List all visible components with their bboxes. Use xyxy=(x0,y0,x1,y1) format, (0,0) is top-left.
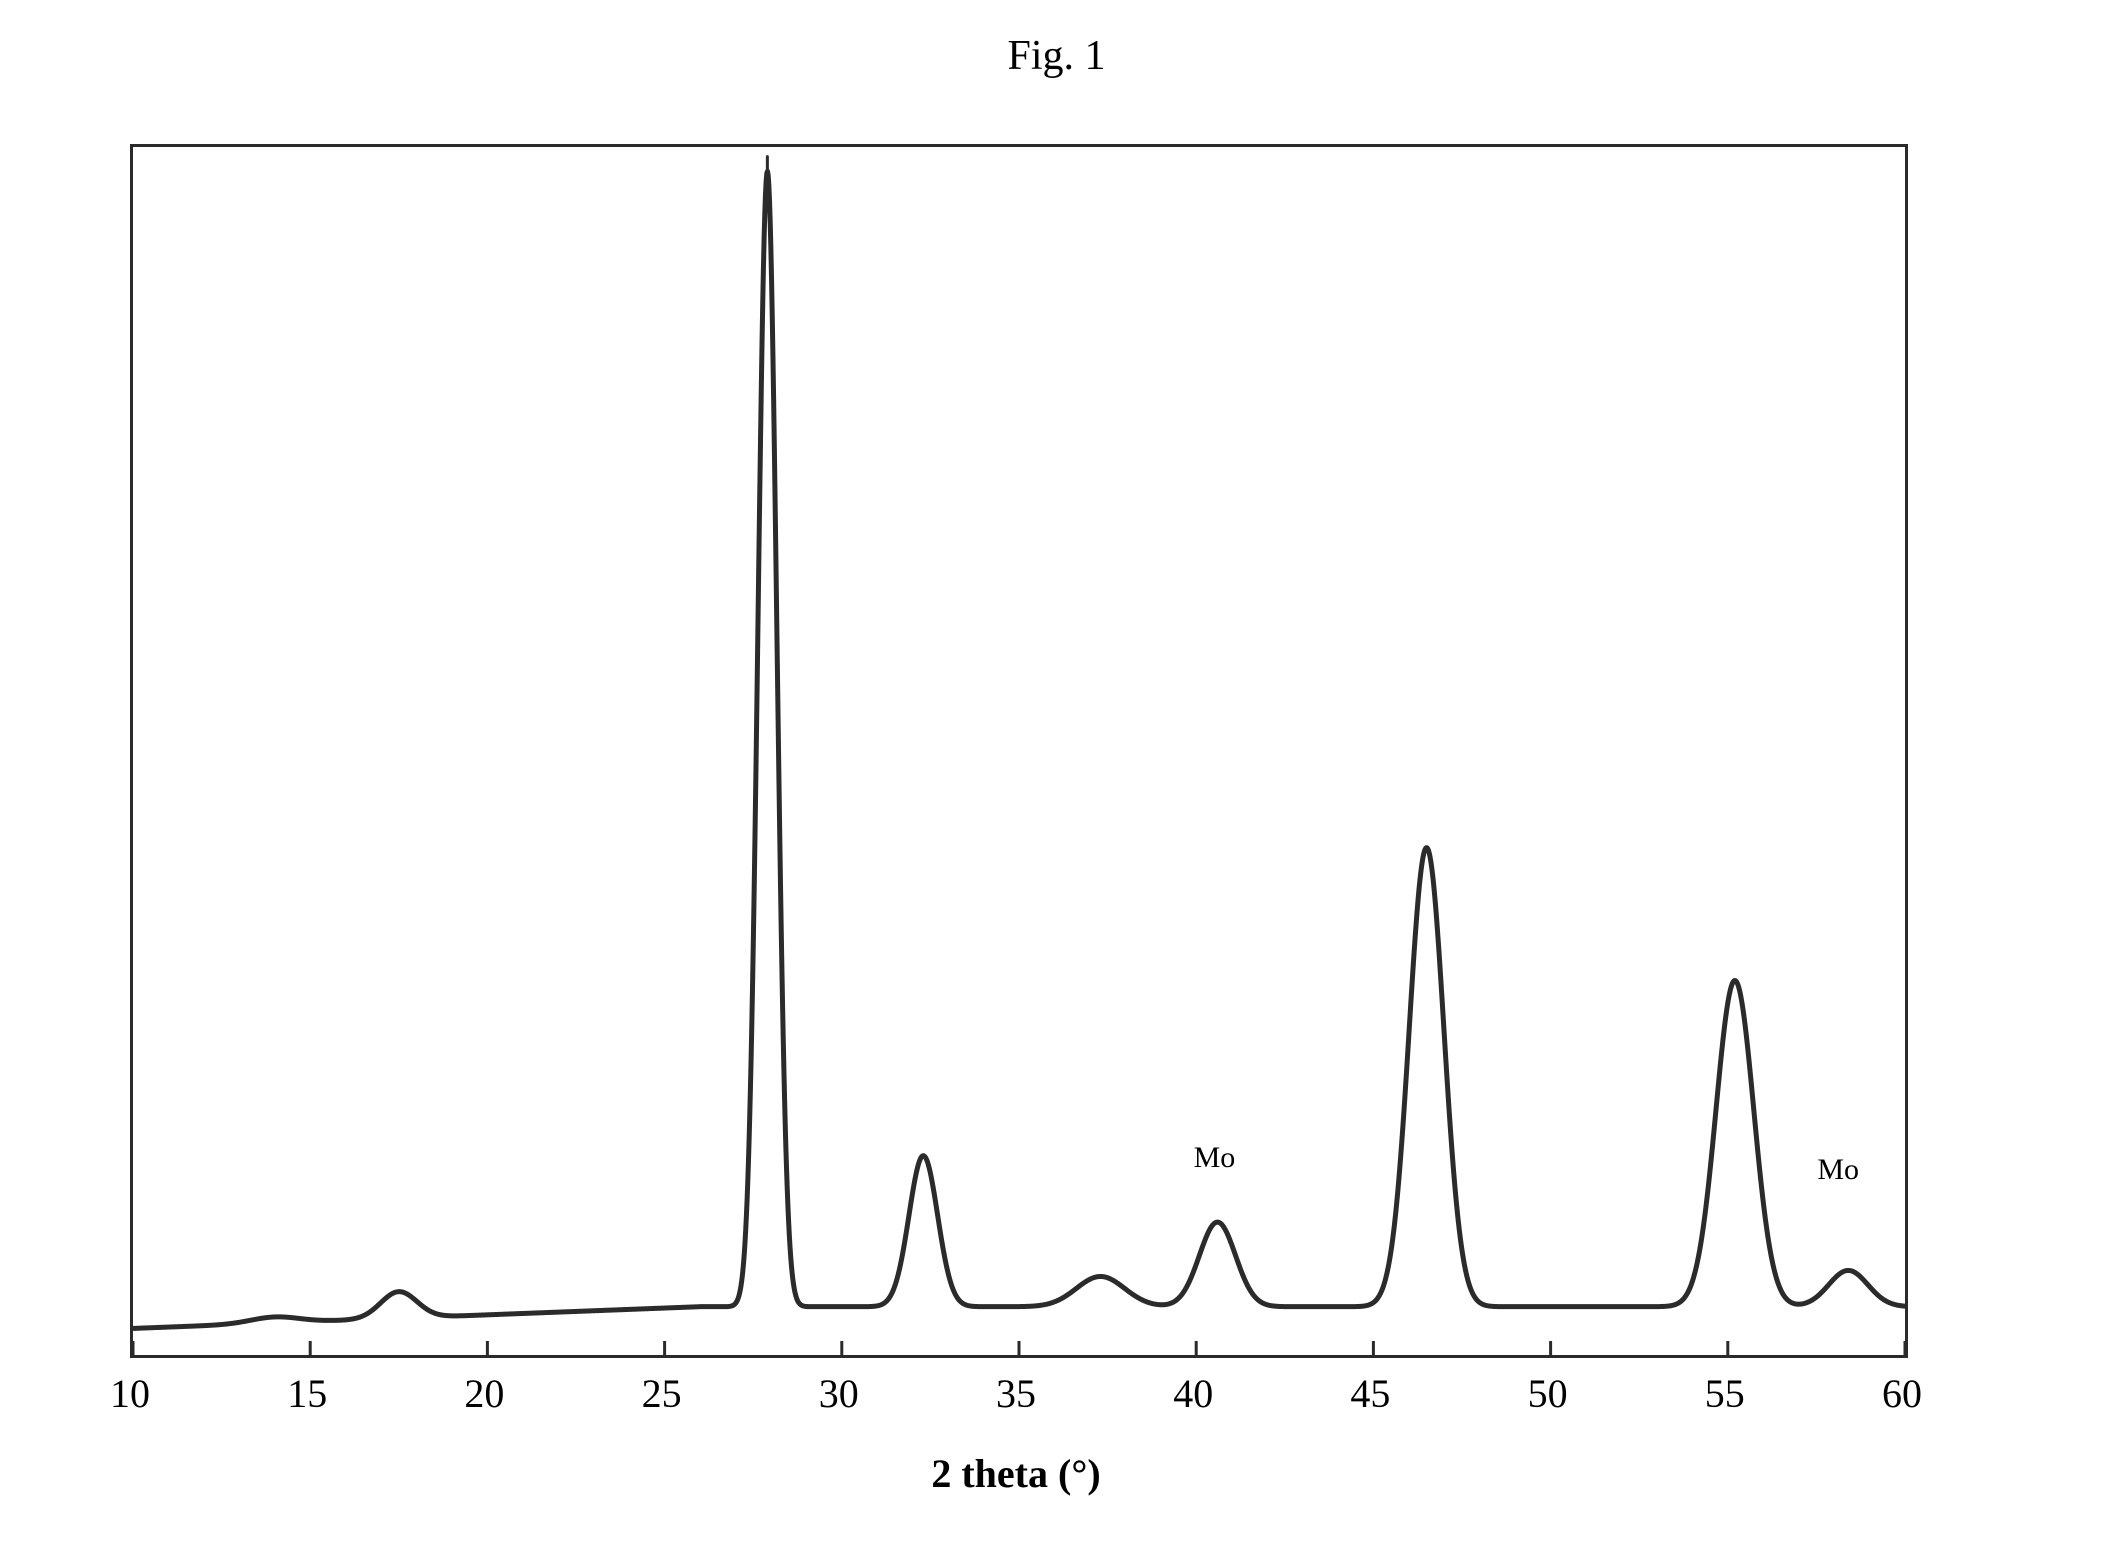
x-tick-label: 40 xyxy=(1153,1370,1233,1417)
x-tick-label: 15 xyxy=(267,1370,347,1417)
x-tick-label: 45 xyxy=(1330,1370,1410,1417)
peak-annotation: Mo xyxy=(1174,1141,1254,1175)
x-tick-label: 60 xyxy=(1862,1370,1942,1417)
peak-annotation: Mo xyxy=(1798,1153,1878,1187)
xrd-plot-frame xyxy=(130,144,1908,1358)
x-tick-label: 50 xyxy=(1508,1370,1588,1417)
xrd-curve xyxy=(133,171,1905,1328)
x-tick-label: 25 xyxy=(622,1370,702,1417)
x-axis-label: 2 theta (°) xyxy=(130,1450,1902,1497)
xrd-plot-svg xyxy=(133,147,1905,1355)
x-tick-label: 35 xyxy=(976,1370,1056,1417)
figure-title: Fig. 1 xyxy=(0,32,2113,80)
x-tick-label: 30 xyxy=(799,1370,879,1417)
x-tick-label: 10 xyxy=(90,1370,170,1417)
x-tick-label: 20 xyxy=(444,1370,524,1417)
x-tick-label: 55 xyxy=(1685,1370,1765,1417)
page: Fig. 1 2 theta (°) 10 15 20 25 30 35 40 45 50 55 6… xyxy=(0,0,2113,1564)
